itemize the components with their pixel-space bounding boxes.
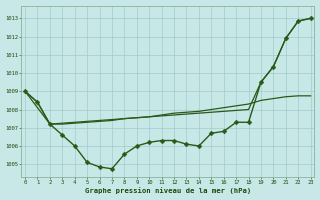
X-axis label: Graphe pression niveau de la mer (hPa): Graphe pression niveau de la mer (hPa): [85, 188, 251, 194]
